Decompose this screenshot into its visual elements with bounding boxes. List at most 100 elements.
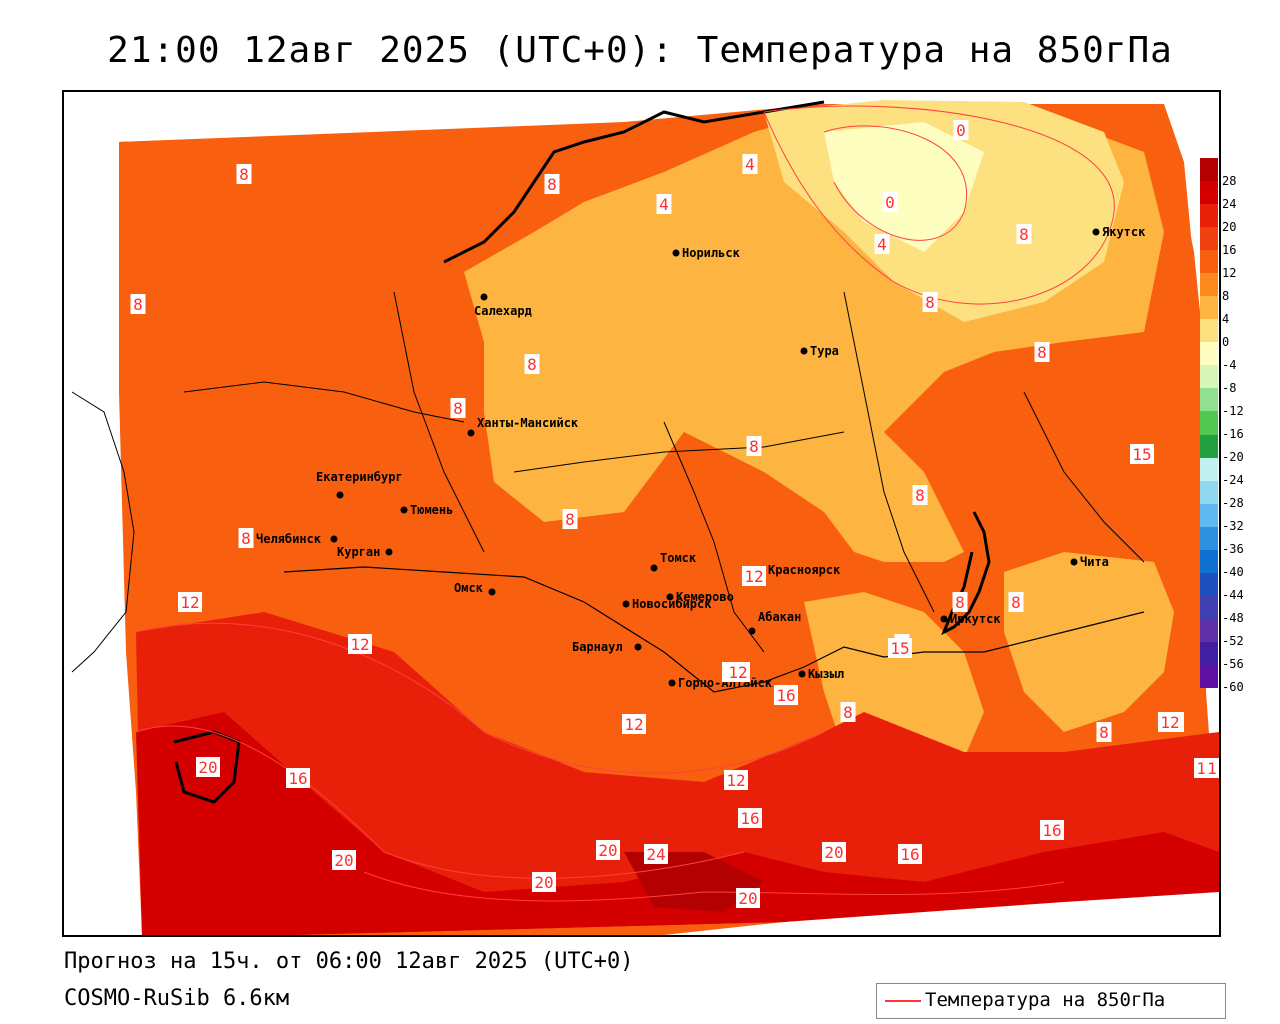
contour-label: 16 <box>288 769 307 788</box>
contour-label: 1 <box>1207 759 1217 778</box>
city-label: Абакан <box>758 610 801 624</box>
colorbar-tick-label: -12 <box>1222 403 1244 418</box>
contour-label: 16 <box>776 686 795 705</box>
city-dot <box>798 670 806 678</box>
border-region-5 <box>183 381 465 423</box>
colorbar-tick-label: 28 <box>1222 173 1237 188</box>
contour-label-bg <box>130 294 146 314</box>
contour-label-bg <box>1130 444 1154 464</box>
contour-label: 20 <box>534 873 553 892</box>
contour-label-bg <box>178 592 202 612</box>
city-label: Норильск <box>682 246 741 260</box>
city-label: Тура <box>810 344 839 358</box>
contour-label: 8 <box>915 486 925 505</box>
border-region-2 <box>663 421 765 653</box>
region-20 <box>136 712 1219 935</box>
contour-label-bg <box>726 662 750 682</box>
contour-label-bg <box>822 842 846 862</box>
colorbar-tick-label: -20 <box>1222 450 1244 465</box>
contour-label: 8 <box>1099 723 1109 742</box>
city-dot <box>940 615 948 623</box>
city-label: Кызыл <box>808 667 844 681</box>
contour-label-bg <box>774 685 798 705</box>
contour-label: 12 <box>744 567 763 586</box>
contour-label: 8 <box>749 437 759 456</box>
contour-labels-layer: 8400488488888888812121212121612888881215… <box>130 120 1219 908</box>
contour-label: 20 <box>198 758 217 777</box>
contour-label: 8 <box>133 295 143 314</box>
colorbar-segment <box>1200 158 1218 182</box>
city-label: Якутск <box>1102 225 1146 239</box>
city-label: Кемерово <box>676 590 734 604</box>
city-dot <box>800 347 808 355</box>
colorbar-tick-label: 4 <box>1222 311 1230 326</box>
contour-label: 20 <box>738 889 757 908</box>
isotherm-20 <box>363 871 1065 902</box>
contour-label-bg <box>912 485 928 505</box>
contour-label-bg <box>524 354 540 374</box>
colorbar-segment <box>1200 250 1218 274</box>
contour-label: 8 <box>453 399 463 418</box>
isotherm-0 <box>823 125 967 241</box>
contour-label-bg <box>644 844 668 864</box>
contour-label-bg <box>286 768 310 788</box>
region-east-8 <box>1004 552 1174 732</box>
colorbar-tick-label: -56 <box>1222 657 1244 672</box>
map-area[interactable]: Норильск Якутск Салехард Тура Ханты-Мансийск… <box>62 90 1221 937</box>
legend-label: Температура на 850гПа <box>925 989 1166 1011</box>
contour-label-bg <box>742 154 758 174</box>
city-label: Барнаул <box>572 640 623 654</box>
colorbar-tick-label: 12 <box>1222 265 1237 280</box>
contour-label: 4 <box>877 235 887 254</box>
colorbar-tick-label: -8 <box>1222 380 1237 395</box>
colorbar-tick-label: 0 <box>1222 334 1230 349</box>
contour-label-bg <box>656 194 672 214</box>
city-dot <box>330 535 338 543</box>
city-dot <box>480 293 488 301</box>
contour-label-bg <box>622 714 646 734</box>
colorbar-segment <box>1200 457 1218 482</box>
city-dot <box>668 679 676 687</box>
colorbar-tick-label: -24 <box>1222 473 1244 488</box>
city-dot <box>622 600 630 608</box>
contour-label: 12 <box>726 771 745 790</box>
colorbar-tick-label: 20 <box>1222 219 1237 234</box>
contour-label-bg <box>1034 342 1050 362</box>
contour-label: 12 <box>180 593 199 612</box>
city-label: Красноярск <box>768 563 841 577</box>
colorbar-tick-label: -32 <box>1222 519 1244 534</box>
city-label: Омск <box>454 581 484 595</box>
contour-label-bg <box>1158 712 1182 732</box>
contour-label: 8 <box>527 355 537 374</box>
colorbar-tick-label: -52 <box>1222 634 1244 649</box>
contour-label: 20 <box>598 841 617 860</box>
contour-label: 8 <box>1037 343 1047 362</box>
city-label: Новосибирск <box>632 597 712 611</box>
colorbar-tick-label: 24 <box>1222 196 1237 211</box>
contour-label-bg <box>1040 820 1064 840</box>
contour-label-bg <box>544 174 560 194</box>
contour-label-bg <box>1204 758 1219 778</box>
city-label: Томск <box>660 551 697 565</box>
legend-line-swatch <box>885 1000 921 1002</box>
colorbar-tick-label: -4 <box>1222 357 1237 372</box>
contour-label: 8 <box>1011 593 1021 612</box>
region-nw <box>119 132 484 312</box>
contour-label: 0 <box>956 121 966 140</box>
colorbar-segment <box>1200 204 1218 228</box>
contour-label-bg <box>1008 592 1024 612</box>
city-dot <box>650 564 658 572</box>
colorbar-tick-label: -16 <box>1222 427 1244 441</box>
contour-label: 15 <box>890 639 909 658</box>
colorbar-segment <box>1200 434 1218 459</box>
border-region-6 <box>1023 391 1145 563</box>
colorbar-segment <box>1200 365 1218 389</box>
colorbar-segment <box>1200 503 1218 528</box>
colorbar-tick-label: 16 <box>1222 242 1237 257</box>
contour-label-bg <box>898 844 922 864</box>
contour-label: 4 <box>745 155 755 174</box>
city-dot <box>1070 558 1078 566</box>
contour-label-bg <box>236 164 252 184</box>
colorbar-tick-label: -28 <box>1222 496 1244 511</box>
city-dot <box>400 506 408 514</box>
